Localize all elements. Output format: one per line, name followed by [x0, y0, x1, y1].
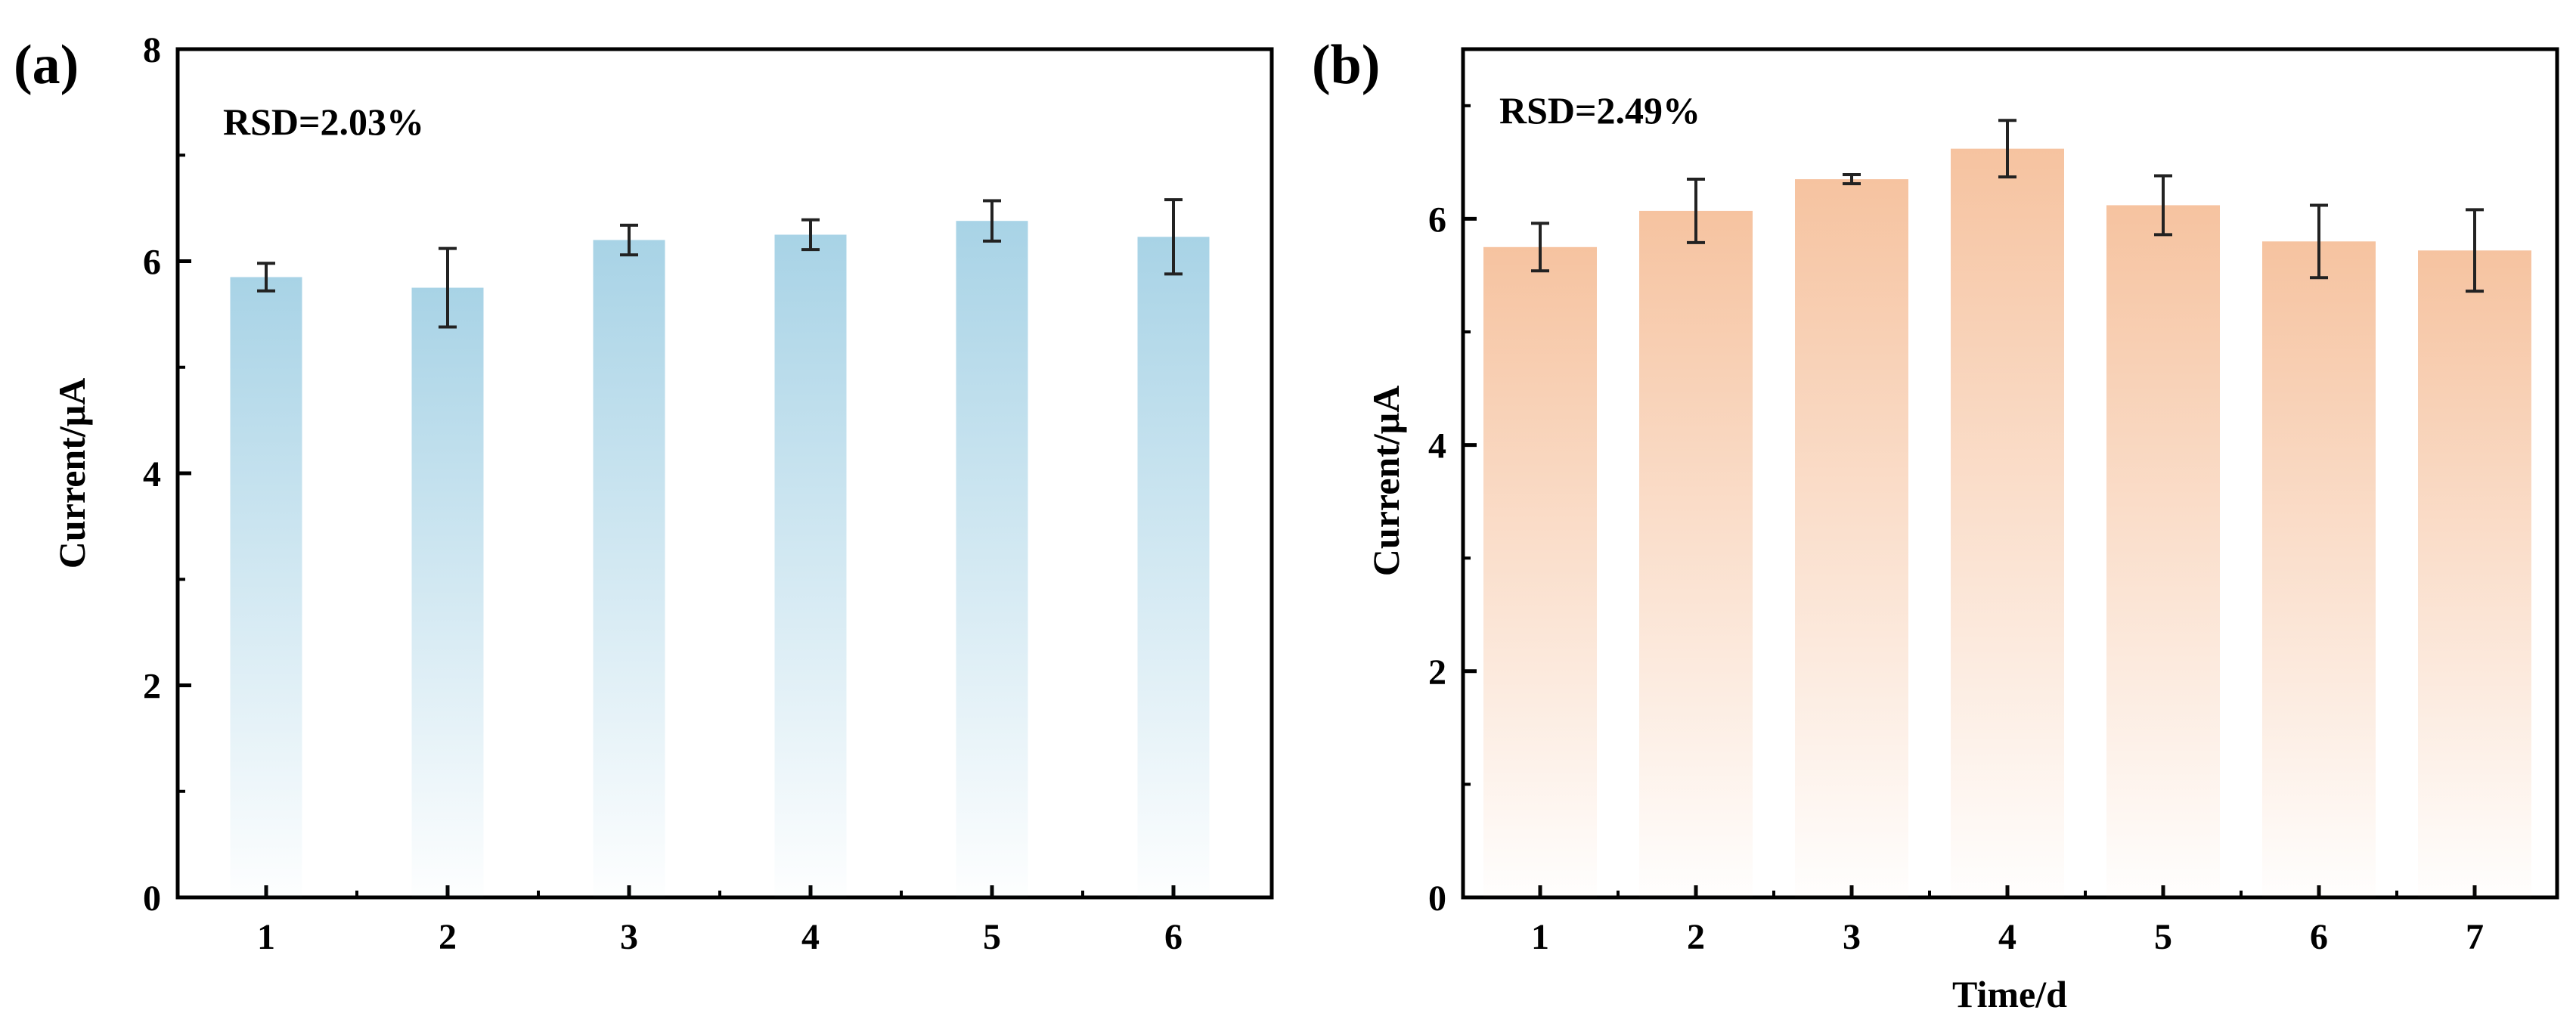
- bar: [1639, 210, 1753, 898]
- panel-a-y-axis-label: Current/μA: [51, 378, 93, 569]
- x-tick-label: 1: [257, 917, 275, 957]
- panel-b-y-axis-label: Current/μA: [1365, 386, 1407, 576]
- bar: [1951, 148, 2064, 897]
- x-tick-label: 5: [2154, 917, 2172, 957]
- panel-a-y-ticks: 0 2 4 6 8: [143, 30, 191, 919]
- y-tick-label: 6: [1428, 200, 1446, 240]
- bar: [774, 234, 847, 897]
- x-tick-label: 4: [801, 917, 820, 957]
- panel-a: (a) RSD=2.03% Current/μA 0 2 4 6 8 1 2 3 4 5 6: [14, 30, 1274, 957]
- panel-b-rsd-annotation: RSD=2.49%: [1499, 89, 1700, 132]
- y-tick-label: 4: [1428, 426, 1446, 466]
- bar: [2418, 250, 2531, 898]
- bar: [593, 240, 665, 897]
- bar: [1483, 246, 1597, 897]
- panel-a-rsd-annotation: RSD=2.03%: [223, 101, 424, 143]
- panel-b-y-ticks: 0 2 4 6: [1428, 104, 1477, 919]
- x-tick-label: 7: [2466, 917, 2484, 957]
- y-tick-label: 4: [143, 454, 161, 494]
- panel-a-x-ticks: 1 2 3 4 5 6: [257, 885, 1183, 957]
- bar: [956, 221, 1028, 898]
- x-tick-label: 2: [439, 917, 457, 957]
- y-tick-label: 6: [143, 243, 161, 283]
- y-tick-label: 0: [1428, 879, 1446, 919]
- y-tick-label: 8: [143, 30, 161, 70]
- y-tick-label: 2: [143, 667, 161, 707]
- panel-b-label: (b): [1312, 34, 1380, 96]
- bar: [1137, 237, 1210, 897]
- bar: [1795, 179, 1908, 898]
- bar: [230, 277, 302, 898]
- panel-b-bars: [1483, 119, 2531, 898]
- y-tick-label: 2: [1428, 652, 1446, 693]
- panel-a-plot-frame: [175, 47, 1274, 900]
- panel-a-label: (a): [14, 34, 79, 96]
- x-tick-label: 1: [1531, 917, 1549, 957]
- panel-b: (b) RSD=2.49% Current/μA Time/d 0 2 4 6 1 2 3…: [1312, 34, 2559, 1015]
- x-tick-label: 3: [1843, 917, 1861, 957]
- x-tick-label: 6: [2310, 917, 2328, 957]
- bar: [411, 287, 484, 897]
- y-tick-label: 0: [143, 879, 161, 919]
- x-tick-label: 5: [983, 917, 1001, 957]
- x-tick-label: 4: [1998, 917, 2016, 957]
- x-tick-label: 2: [1687, 917, 1705, 957]
- panel-a-bars: [230, 198, 1210, 898]
- panel-b-x-ticks: 1 2 3 4 5 6 7: [1531, 885, 2484, 957]
- x-tick-label: 6: [1164, 917, 1183, 957]
- panel-b-x-axis-label: Time/d: [1952, 973, 2067, 1015]
- bar: [2106, 205, 2220, 897]
- x-tick-label: 3: [620, 917, 638, 957]
- bar: [2262, 241, 2376, 897]
